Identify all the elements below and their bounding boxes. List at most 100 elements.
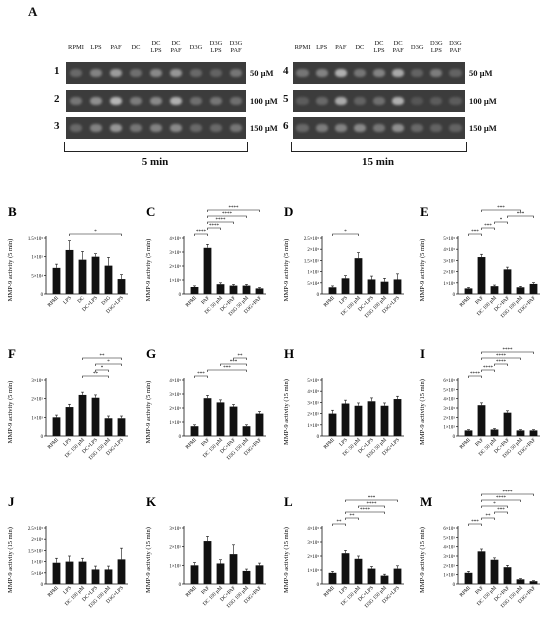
bar <box>477 405 486 436</box>
y-tick-label: 1×10⁵ <box>169 563 181 569</box>
y-tick-label: 1.5×10⁵ <box>304 258 319 264</box>
time-bracket <box>291 142 467 152</box>
gel-band <box>169 68 183 78</box>
significance-bracket <box>332 233 359 236</box>
y-tick-label: 0 <box>179 583 182 588</box>
gel-band <box>430 96 443 106</box>
bar <box>78 259 87 294</box>
significance-label: *** <box>223 366 231 371</box>
y-axis-label: MMP-9 activity (5 min) <box>7 239 14 302</box>
bar <box>65 561 74 584</box>
y-tick-label: 2×10⁵ <box>31 537 43 543</box>
significance-bracket <box>95 363 122 366</box>
significance-bracket <box>481 357 521 360</box>
gel-band <box>149 96 163 106</box>
y-tick-label: 2×10⁵ <box>307 412 319 418</box>
x-category-label: LPS <box>62 585 73 596</box>
y-axis-label: MMP-9 activity (5 min) <box>419 239 426 302</box>
bar <box>104 569 113 584</box>
bar <box>341 403 350 436</box>
y-tick-label: 4×10⁵ <box>307 389 319 395</box>
bar <box>529 430 538 436</box>
bar <box>255 565 264 584</box>
gel-band <box>149 123 163 133</box>
x-category-label: PAF <box>200 295 211 306</box>
bar <box>503 567 512 584</box>
gel-lane-label: DC PAF <box>170 40 182 54</box>
panel-letter: H <box>284 346 294 361</box>
bar <box>117 559 126 584</box>
y-tick-label: 5×10⁴ <box>31 571 43 577</box>
bar <box>354 558 363 584</box>
gel-strip <box>293 62 465 84</box>
bar <box>65 407 74 436</box>
y-tick-label: 1×10⁵ <box>169 420 181 426</box>
y-tick-label: 2.5×10⁵ <box>28 526 43 532</box>
significance-bracket <box>82 357 122 360</box>
gel-band <box>315 96 328 106</box>
bar <box>328 413 337 436</box>
significance-label: ** <box>486 514 492 519</box>
gel-band <box>353 96 366 106</box>
gel-band <box>229 123 243 133</box>
significance-bracket <box>481 493 534 496</box>
y-tick-label: 0 <box>453 435 456 440</box>
x-category-label: RPMI <box>323 585 336 598</box>
y-tick-label: 4×10⁵ <box>443 397 455 403</box>
y-tick-label: 2×10⁵ <box>169 264 181 270</box>
bar-chart-J: J MMP-9 activity (15 min) 0 5×10⁴ 1×10⁵ 1.5×1… <box>7 494 128 609</box>
y-axis-label: MMP-9 activity (15 min) <box>419 527 426 593</box>
bar <box>117 418 126 436</box>
gel-band <box>149 68 163 78</box>
gel-lane-label: D3G PAF <box>229 40 243 54</box>
y-tick-label: 6×10⁵ <box>443 526 455 532</box>
significance-label: **** <box>229 206 240 211</box>
bar <box>367 401 376 436</box>
y-tick-label: 5×10⁴ <box>31 273 43 279</box>
y-tick-label: 4×10⁵ <box>169 236 181 242</box>
bar <box>203 398 212 436</box>
y-tick-label: 4×10⁵ <box>307 526 319 532</box>
gel-concentration-label: 150 µM <box>469 123 497 133</box>
gel-lane-label: RPMI <box>68 44 84 51</box>
gel-band <box>334 123 347 133</box>
panel-letter: C <box>146 204 155 219</box>
x-category-label: LPS <box>62 295 73 306</box>
gel-band <box>296 68 309 78</box>
gel-band <box>69 68 83 78</box>
x-category-label: RPMI <box>47 295 60 308</box>
bar <box>516 287 525 294</box>
y-tick-label: 0 <box>179 293 182 298</box>
significance-bracket <box>481 227 495 230</box>
bar-chart-K: K MMP-9 activity (15 min) 0 1×10⁵ 2×10⁵ 3×10⁵… <box>145 494 266 609</box>
y-axis-label: MMP-9 activity (15 min) <box>283 527 290 593</box>
y-tick-label: 1.5×10⁵ <box>28 548 43 554</box>
significance-bracket <box>207 221 234 224</box>
y-tick-label: 2×10⁵ <box>443 270 455 276</box>
significance-label: ** <box>93 372 99 377</box>
significance-bracket <box>468 233 482 236</box>
x-category-label: DC <box>77 295 87 305</box>
y-tick-label: 0 <box>41 293 44 298</box>
significance-label: ** <box>350 514 356 519</box>
bar <box>242 285 251 294</box>
gel-lane-label: PAF <box>335 44 347 51</box>
y-tick-label: 4×10⁵ <box>169 378 181 384</box>
bar <box>91 569 100 584</box>
y-axis-label: MMP-9 activity (15 min) <box>145 527 152 593</box>
significance-label: **** <box>367 502 378 507</box>
bar <box>91 397 100 436</box>
y-tick-label: 1×10⁵ <box>307 270 319 276</box>
gel-band <box>229 68 243 78</box>
gel-strip <box>293 117 465 139</box>
significance-bracket <box>494 363 508 366</box>
bar <box>393 399 402 436</box>
bar <box>91 256 100 294</box>
gel-lane-label: D3G <box>410 44 424 51</box>
bar <box>380 575 389 584</box>
gel-band <box>449 123 462 133</box>
bar <box>516 579 525 584</box>
significance-bracket <box>332 523 346 526</box>
bar <box>203 247 212 294</box>
gel-band <box>391 68 405 78</box>
